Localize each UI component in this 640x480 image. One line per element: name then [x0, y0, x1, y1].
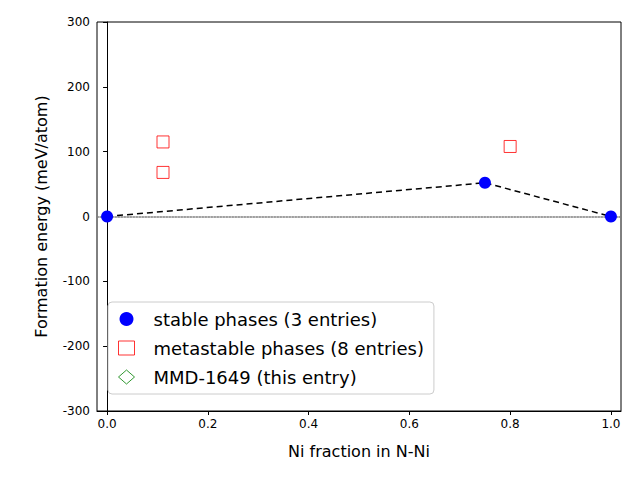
- svg-text:0.8: 0.8: [501, 417, 520, 431]
- svg-text:-100: -100: [63, 274, 90, 288]
- svg-text:-200: -200: [63, 339, 90, 353]
- svg-text:200: 200: [67, 80, 90, 94]
- svg-text:300: 300: [67, 15, 90, 29]
- svg-text:-300: -300: [63, 404, 90, 418]
- svg-text:0.4: 0.4: [299, 417, 318, 431]
- svg-text:stable phases (3 entries): stable phases (3 entries): [154, 309, 378, 330]
- svg-text:1.0: 1.0: [601, 417, 620, 431]
- svg-text:0.6: 0.6: [400, 417, 419, 431]
- svg-text:0.0: 0.0: [98, 417, 117, 431]
- svg-text:metastable phases (8 entries): metastable phases (8 entries): [154, 338, 424, 359]
- svg-text:MMD-1649 (this entry): MMD-1649 (this entry): [154, 367, 357, 388]
- svg-text:Formation energy (meV/atom): Formation energy (meV/atom): [32, 95, 51, 337]
- svg-text:100: 100: [67, 145, 90, 159]
- svg-text:0.2: 0.2: [198, 417, 217, 431]
- svg-text:Ni fraction in N-Ni: Ni fraction in N-Ni: [288, 442, 430, 461]
- svg-text:0: 0: [82, 210, 90, 224]
